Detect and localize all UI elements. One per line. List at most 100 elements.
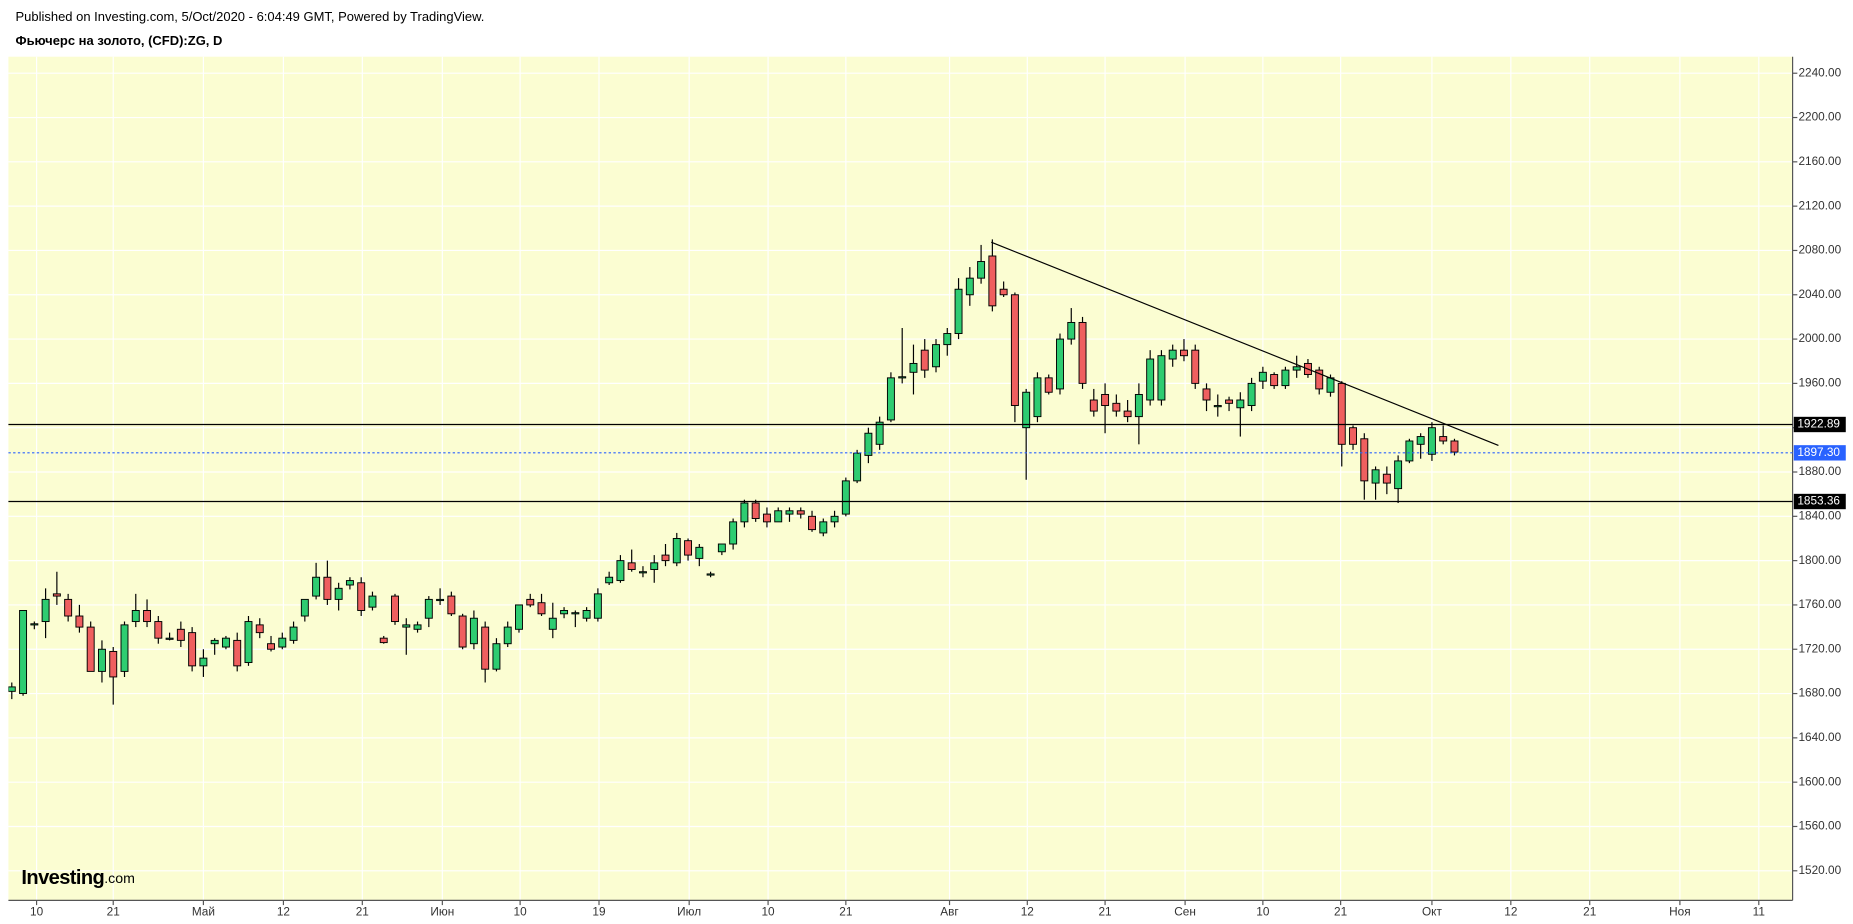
- candle-body: [808, 515, 816, 531]
- candle-body: [943, 333, 952, 346]
- candle-body: [582, 610, 591, 619]
- candle-body: [458, 615, 467, 648]
- candle-body: [1258, 371, 1267, 382]
- x-tick-label: 10: [762, 904, 776, 918]
- price-label: 1922.89: [1797, 417, 1840, 431]
- candle-body: [1349, 427, 1358, 445]
- candle-body: [1394, 460, 1403, 490]
- candle-body: [289, 626, 298, 641]
- candle-body: [165, 637, 174, 640]
- candle-body: [323, 576, 332, 600]
- candle-body: [1450, 440, 1459, 453]
- candle-body: [154, 621, 163, 639]
- candle-body: [920, 349, 929, 371]
- x-tick-label: 21: [1583, 904, 1596, 918]
- candle-body: [774, 510, 783, 523]
- candle-body: [864, 432, 873, 456]
- candle-body: [424, 598, 433, 619]
- candle-body: [819, 521, 828, 534]
- candle-body: [853, 452, 862, 482]
- candle-body: [131, 610, 140, 623]
- candle-body: [1010, 294, 1019, 407]
- y-tick-label: 1880.00: [1799, 464, 1842, 478]
- candle-body: [267, 643, 275, 650]
- y-tick-label: 1760.00: [1799, 597, 1842, 611]
- candle-body: [650, 562, 659, 570]
- y-tick-label: 1560.00: [1799, 819, 1842, 833]
- x-tick-label: Сен: [1174, 904, 1196, 918]
- candle-body: [312, 576, 321, 597]
- logo-suffix: .com: [104, 871, 135, 887]
- candle-body: [1123, 410, 1132, 418]
- x-tick-label: 12: [1504, 904, 1517, 918]
- candle-body: [19, 610, 28, 695]
- candle-body: [1033, 377, 1042, 418]
- candle-body: [210, 639, 219, 645]
- candle-body: [199, 657, 208, 667]
- candle-body: [300, 598, 309, 617]
- candle-body: [796, 510, 805, 515]
- y-tick-label: 1840.00: [1799, 508, 1842, 522]
- candle-body: [672, 537, 681, 564]
- candle-body: [1180, 349, 1188, 357]
- candle-body: [1405, 440, 1414, 462]
- x-tick-label: 12: [277, 904, 290, 918]
- x-tick-label: 21: [356, 904, 369, 918]
- y-tick-label: 2160.00: [1799, 154, 1842, 168]
- candle-body: [188, 632, 197, 667]
- candle-body: [1168, 349, 1177, 360]
- candle-body: [345, 580, 354, 586]
- candle-body: [954, 288, 963, 335]
- candle-body: [515, 604, 523, 630]
- candle-body: [368, 595, 377, 608]
- candle-body: [143, 610, 152, 623]
- candle-body: [391, 595, 399, 623]
- candle-body: [1416, 436, 1425, 445]
- candle-body: [841, 480, 850, 515]
- candle-body: [334, 587, 343, 600]
- x-tick-label: Ноя: [1669, 904, 1690, 918]
- candle-body: [661, 554, 670, 562]
- candle-body: [75, 615, 84, 628]
- y-tick-label: 1640.00: [1799, 730, 1842, 744]
- candle-body: [503, 626, 512, 645]
- x-tick-label: Май: [192, 904, 215, 918]
- candle-body: [1202, 388, 1211, 401]
- candle-body: [886, 377, 895, 421]
- candle-body: [638, 571, 647, 574]
- candle-body: [244, 621, 253, 664]
- candle-body: [898, 376, 907, 379]
- candle-body: [762, 513, 771, 523]
- candle-body: [830, 515, 839, 523]
- candle-body: [357, 582, 366, 611]
- candle-body: [1427, 427, 1436, 455]
- candle-body: [571, 612, 580, 615]
- candle-body: [1056, 338, 1064, 390]
- candle-body: [875, 421, 884, 445]
- candle-body: [41, 598, 50, 623]
- price-label: 1897.30: [1797, 445, 1840, 459]
- x-tick-label: 10: [30, 904, 44, 918]
- y-tick-label: 2000.00: [1799, 331, 1842, 345]
- plot-background: [8, 56, 1793, 901]
- candle-body: [176, 628, 185, 641]
- candle-body: [1247, 382, 1256, 407]
- candle-body: [278, 637, 287, 648]
- candle-body: [30, 623, 39, 626]
- candle-body: [1337, 382, 1346, 445]
- candle-body: [537, 602, 546, 615]
- candle-body: [695, 546, 704, 559]
- x-tick-label: Авг: [940, 904, 958, 918]
- candle-body: [1067, 321, 1076, 340]
- y-tick-label: 2120.00: [1799, 198, 1842, 212]
- x-tick-label: 10: [514, 904, 528, 918]
- candle-body: [1191, 349, 1200, 384]
- candle-body: [1213, 405, 1222, 408]
- candle-body: [109, 650, 118, 678]
- candle-body: [379, 637, 388, 644]
- chart-title: Фьючерс на золото, (CFD):ZG, D: [15, 33, 222, 48]
- candle-body: [560, 610, 569, 615]
- candle-body: [785, 510, 794, 515]
- candle-body: [1101, 393, 1110, 407]
